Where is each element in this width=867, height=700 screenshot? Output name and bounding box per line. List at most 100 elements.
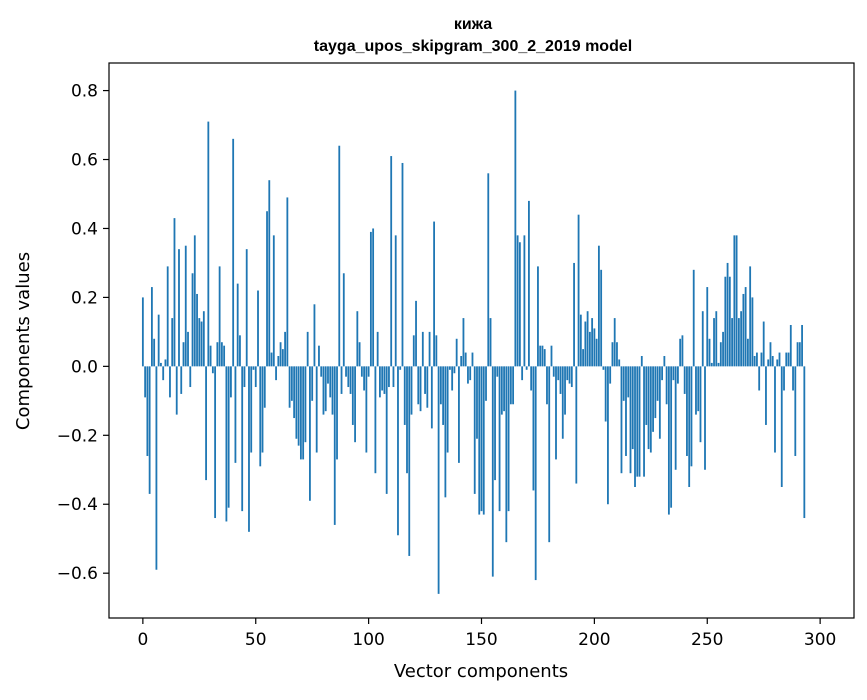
bar-component-274: [760, 352, 763, 367]
bar-component-39: [230, 366, 232, 398]
bar-component-13: [171, 318, 174, 367]
bar-component-250: [706, 287, 709, 367]
bar-component-202: [597, 245, 600, 367]
bar-component-244: [692, 269, 695, 367]
bar-component-288: [792, 366, 794, 391]
bar-component-170: [525, 366, 528, 370]
bar-component-216: [629, 366, 632, 474]
bar-component-142: [462, 318, 465, 367]
plot-frame: [108, 62, 855, 619]
bar-component-262: [733, 235, 736, 367]
bar-component-38: [227, 366, 230, 508]
chart-title-line-1: кижа: [454, 16, 492, 33]
bar-component-60: [277, 356, 280, 367]
bar-component-269: [749, 266, 752, 367]
bar-component-48: [250, 366, 253, 453]
y-tick-label-0: 0.0: [71, 357, 98, 377]
bar-component-41: [234, 366, 237, 463]
bar-component-121: [415, 300, 417, 367]
bar-component-196: [584, 321, 587, 367]
bar-component-223: [645, 366, 648, 425]
bar-component-207: [609, 366, 612, 384]
bar-component-152: [485, 366, 487, 401]
x-tick-label-150: 150: [465, 630, 497, 650]
bar-component-256: [719, 342, 722, 367]
bar-component-286: [787, 352, 790, 367]
bar-component-128: [430, 366, 433, 429]
bar-component-74: [309, 366, 311, 501]
bar-component-143: [464, 352, 467, 367]
x-axis-label: Vector components: [394, 661, 568, 682]
bar-component-231: [663, 356, 666, 367]
bar-component-172: [530, 366, 533, 391]
bar-component-254: [715, 311, 718, 367]
bar-component-277: [767, 359, 770, 367]
bar-component-222: [643, 366, 645, 477]
bar-component-50: [254, 366, 257, 388]
x-tick-label-100: 100: [352, 630, 384, 650]
bar-component-122: [417, 366, 420, 405]
bar-component-61: [279, 342, 282, 367]
bar-component-261: [731, 318, 733, 367]
bar-component-131: [437, 366, 440, 594]
bar-component-43: [239, 335, 241, 367]
y-tick-label--0.6: −0.6: [57, 564, 98, 584]
bar-component-148: [476, 366, 478, 439]
bar-component-293: [803, 366, 806, 519]
bar-component-239: [681, 335, 684, 367]
bar-component-268: [746, 338, 749, 367]
bar-component-76: [313, 304, 316, 367]
bar-component-129: [433, 221, 435, 367]
bar-component-78: [318, 345, 320, 367]
bar-component-134: [444, 366, 447, 498]
bar-component-102: [372, 228, 375, 367]
bar-component-282: [778, 352, 781, 367]
bar-component-91: [347, 366, 350, 388]
bar-component-163: [509, 366, 512, 405]
bar-component-287: [789, 324, 792, 367]
bar-component-206: [607, 366, 609, 505]
bar-component-141: [460, 356, 463, 367]
bar-component-159: [500, 366, 503, 415]
bar-component-21: [189, 366, 192, 388]
bar-component-150: [480, 366, 483, 512]
bar-component-188: [566, 366, 569, 381]
bar-component-40: [232, 138, 235, 367]
bar-component-125: [424, 366, 426, 394]
bar-component-123: [419, 366, 422, 412]
bar-component-248: [701, 311, 704, 367]
bar-component-140: [458, 366, 460, 463]
bar-component-67: [293, 366, 296, 419]
bar-component-63: [284, 331, 286, 367]
bar-component-37: [225, 366, 228, 522]
bar-component-201: [595, 338, 598, 367]
bar-component-18: [182, 342, 185, 367]
chart-title-line-2: tayga_upos_skipgram_300_2_2019 model: [314, 38, 632, 55]
bar-component-271: [753, 356, 756, 367]
bar-component-265: [740, 311, 743, 367]
bar-component-33: [216, 342, 219, 367]
bar-component-164: [512, 366, 515, 405]
bar-component-215: [627, 366, 630, 398]
bar-component-10: [164, 359, 167, 367]
bar-component-11: [166, 266, 169, 367]
bar-component-133: [442, 366, 445, 425]
bar-component-204: [602, 366, 605, 370]
bar-component-57: [270, 352, 273, 367]
bar-component-69: [297, 366, 300, 446]
bar-component-0: [141, 297, 144, 367]
bar-component-114: [399, 366, 402, 370]
bar-component-228: [656, 366, 659, 401]
bar-component-146: [471, 352, 474, 367]
bar-component-253: [713, 318, 715, 367]
y-axis-label: Components values: [13, 252, 34, 430]
bar-component-32: [214, 366, 217, 519]
bar-component-103: [374, 366, 377, 474]
bar-component-212: [620, 366, 623, 474]
bar-component-95: [356, 311, 359, 367]
bar-component-249: [704, 366, 706, 470]
bar-component-97: [360, 366, 363, 377]
bar-component-87: [338, 145, 341, 367]
bar-component-99: [365, 366, 368, 453]
